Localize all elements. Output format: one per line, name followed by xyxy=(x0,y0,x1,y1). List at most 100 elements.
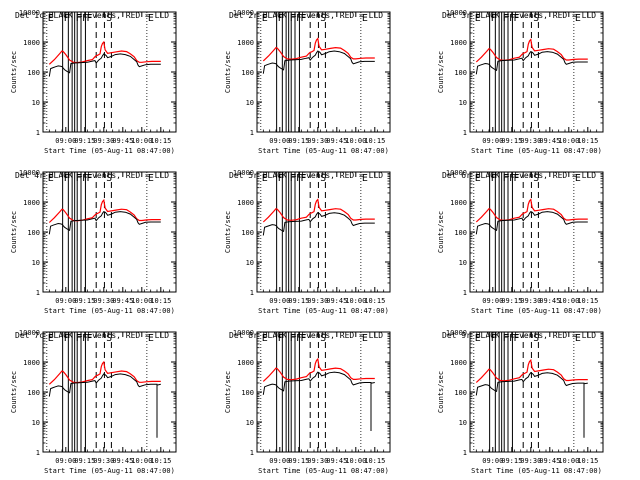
y-tick-label: 1 xyxy=(463,289,467,297)
x-axis-label: Start Time (05-Aug-11 08:47:00) xyxy=(258,467,389,475)
y-tick-label: 10 xyxy=(246,259,254,267)
y-tick-label: 1000 xyxy=(450,39,467,47)
x-tick-label: 09:00 xyxy=(269,457,290,465)
marker-label: F xyxy=(278,333,284,344)
panel-title: Det 7c BLACK = Events, RED = LLD xyxy=(15,331,169,340)
marker-label: F xyxy=(503,173,509,184)
panel-title: Det 3r BLACK = Events, RED = LLD xyxy=(442,11,596,20)
marker-label: S xyxy=(533,13,539,24)
marker-label: F xyxy=(296,13,302,24)
x-tick-label: 09:15 xyxy=(74,297,95,305)
panel-title: Det 9r BLACK = Events, RED = LLD xyxy=(442,331,596,340)
y-tick-label: 10000 xyxy=(19,329,40,337)
y-axis-label: Counts/sec xyxy=(437,371,445,413)
x-tick-label: 10:15 xyxy=(150,137,171,145)
y-tick-label: 10000 xyxy=(233,169,254,177)
x-tick-label: 09:45 xyxy=(326,137,347,145)
y-tick-label: 100 xyxy=(454,389,467,397)
y-tick-label: 10 xyxy=(246,419,254,427)
y-tick-label: 10000 xyxy=(233,329,254,337)
x-tick-label: 09:45 xyxy=(539,297,560,305)
marker-label: S xyxy=(106,13,112,24)
x-axis-label: Start Time (05-Aug-11 08:47:00) xyxy=(44,307,175,315)
x-tick-label: 09:15 xyxy=(501,297,522,305)
y-tick-label: 10 xyxy=(459,259,467,267)
y-tick-label: 10 xyxy=(32,419,40,427)
marker-label: E xyxy=(148,173,154,184)
lld-series-line xyxy=(48,198,161,223)
marker-label: F xyxy=(491,333,497,344)
y-tick-label: 10000 xyxy=(19,9,40,17)
y-tick-label: 10 xyxy=(32,259,40,267)
y-tick-label: 100 xyxy=(454,69,467,77)
x-tick-label: 10:15 xyxy=(364,457,385,465)
marker-label: F xyxy=(300,13,306,24)
marker-label: F xyxy=(64,173,70,184)
y-tick-label: 1 xyxy=(250,129,254,137)
x-tick-label: 09:15 xyxy=(74,137,95,145)
x-tick-label: 10:00 xyxy=(345,137,366,145)
events-series-line xyxy=(262,371,375,431)
x-tick-label: 09:45 xyxy=(112,457,133,465)
y-tick-label: 1000 xyxy=(450,199,467,207)
y-axis-label: Counts/sec xyxy=(224,371,232,413)
events-series-line xyxy=(262,212,375,236)
panel-9: Det 9r BLACK = Events, RED = LLD 1 10 100 10… xyxy=(437,329,604,475)
lld-series-line xyxy=(262,357,375,382)
x-axis-label: Start Time (05-Aug-11 08:47:00) xyxy=(44,467,175,475)
marker-label: F xyxy=(82,13,88,24)
x-tick-label: 09:00 xyxy=(482,457,503,465)
marker-label: E xyxy=(48,333,54,344)
marker-label: E xyxy=(262,173,268,184)
marker-label: F xyxy=(300,333,306,344)
panel-5: Det 5r BLACK = Events, RED = LLD 1 10 100 10… xyxy=(224,169,391,315)
marker-label: E xyxy=(48,173,54,184)
y-tick-label: 1 xyxy=(463,129,467,137)
panel-8: Det 8r BLACK = Events, RED = LLD 1 10 100 10… xyxy=(224,329,391,475)
x-tick-label: 09:15 xyxy=(288,137,309,145)
y-tick-label: 100 xyxy=(27,69,40,77)
y-tick-label: 10000 xyxy=(446,329,467,337)
marker-label: F xyxy=(491,13,497,24)
marker-label: F xyxy=(513,13,519,24)
y-tick-label: 1000 xyxy=(237,39,254,47)
marker-label: F xyxy=(290,173,296,184)
marker-label: E xyxy=(475,333,481,344)
x-tick-label: 09:00 xyxy=(482,297,503,305)
panel-title: Det 2r BLACK = Events, RED = LLD xyxy=(229,11,383,20)
panel-title: Det 6r BLACK = Events, RED = LLD xyxy=(442,171,596,180)
x-axis-label: Start Time (05-Aug-11 08:47:00) xyxy=(258,147,389,155)
y-tick-label: 10000 xyxy=(233,9,254,17)
marker-label: F xyxy=(300,173,306,184)
y-tick-label: 100 xyxy=(27,389,40,397)
x-tick-label: 09:15 xyxy=(288,457,309,465)
marker-label: E xyxy=(362,333,368,344)
marker-label: F xyxy=(503,13,509,24)
marker-label: F xyxy=(86,333,92,344)
marker-label: F xyxy=(278,173,284,184)
x-tick-label: 09:30 xyxy=(520,137,541,145)
y-tick-label: 1 xyxy=(463,449,467,457)
marker-label: F xyxy=(76,173,82,184)
marker-label: S xyxy=(533,173,539,184)
x-tick-label: 09:45 xyxy=(112,297,133,305)
marker-label: E xyxy=(148,13,154,24)
marker-label: F xyxy=(491,173,497,184)
x-axis-label: Start Time (05-Aug-11 08:47:00) xyxy=(471,467,602,475)
x-tick-label: 09:00 xyxy=(269,297,290,305)
marker-label: S xyxy=(320,333,326,344)
lld-series-line xyxy=(475,198,588,223)
marker-label: S xyxy=(533,333,539,344)
marker-label: F xyxy=(503,333,509,344)
lld-series-line xyxy=(48,40,161,65)
panel-3: Det 3r BLACK = Events, RED = LLD 1 10 100 10… xyxy=(437,9,604,155)
y-tick-label: 10000 xyxy=(19,169,40,177)
x-axis-label: Start Time (05-Aug-11 08:47:00) xyxy=(471,147,602,155)
x-tick-label: 09:45 xyxy=(326,457,347,465)
x-tick-label: 09:30 xyxy=(520,297,541,305)
x-tick-label: 09:15 xyxy=(74,457,95,465)
marker-label: S xyxy=(106,333,112,344)
marker-label: F xyxy=(82,173,88,184)
x-tick-label: 09:00 xyxy=(55,137,76,145)
